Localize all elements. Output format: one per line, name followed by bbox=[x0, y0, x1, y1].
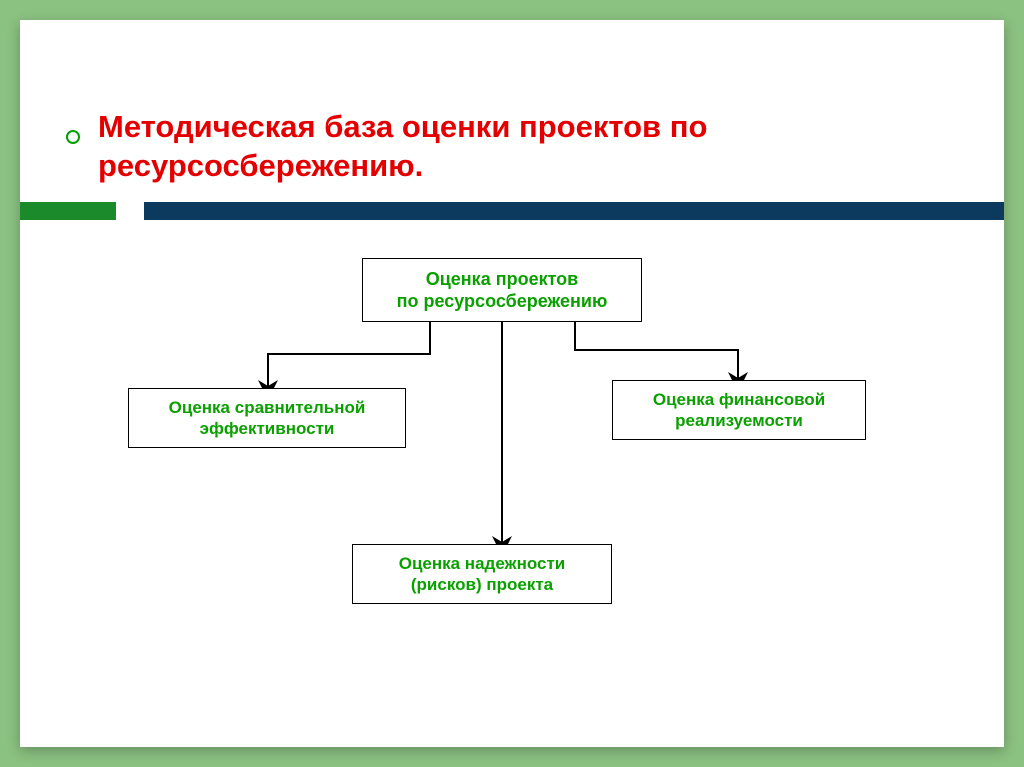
connector-path bbox=[575, 322, 738, 380]
box-bottom: Оценка надежности (рисков) проекта bbox=[352, 544, 612, 604]
box-right-line1: Оценка финансовой bbox=[653, 390, 825, 409]
box-left-text: Оценка сравнительной эффективности bbox=[169, 397, 366, 440]
box-bottom-text: Оценка надежности (рисков) проекта bbox=[399, 553, 566, 596]
box-bottom-line1: Оценка надежности bbox=[399, 554, 566, 573]
box-top: Оценка проектов по ресурсосбережению bbox=[362, 258, 642, 322]
rule-gap bbox=[116, 202, 144, 220]
rule-segment-blue bbox=[144, 202, 1004, 220]
box-top-text: Оценка проектов по ресурсосбережению bbox=[397, 268, 608, 313]
title-area: Методическая база оценки проектов по рес… bbox=[98, 108, 944, 186]
box-left: Оценка сравнительной эффективности bbox=[128, 388, 406, 448]
box-right-text: Оценка финансовой реализуемости bbox=[653, 389, 825, 432]
box-right-line2: реализуемости bbox=[675, 411, 803, 430]
slide-title: Методическая база оценки проектов по рес… bbox=[98, 108, 944, 186]
horizontal-rule bbox=[20, 202, 1004, 220]
slide: Методическая база оценки проектов по рес… bbox=[20, 20, 1004, 747]
box-right: Оценка финансовой реализуемости bbox=[612, 380, 866, 440]
box-left-line1: Оценка сравнительной bbox=[169, 398, 366, 417]
title-bullet-icon bbox=[66, 130, 80, 144]
box-left-line2: эффективности bbox=[200, 419, 335, 438]
box-bottom-line2: (рисков) проекта bbox=[411, 575, 553, 594]
connector-path bbox=[268, 322, 430, 388]
rule-segment-green bbox=[20, 202, 116, 220]
diagram-area: Оценка проектов по ресурсосбережению Оце… bbox=[20, 238, 1004, 708]
box-top-line2: по ресурсосбережению bbox=[397, 291, 608, 311]
box-top-line1: Оценка проектов bbox=[426, 269, 579, 289]
